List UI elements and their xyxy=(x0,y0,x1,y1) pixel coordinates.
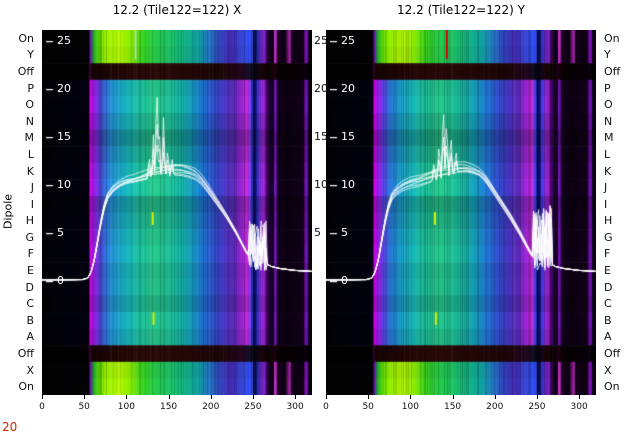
y-tick-gutter: 10 xyxy=(314,178,328,191)
row-label-left-a: A xyxy=(26,330,34,344)
row-label-left-on: On xyxy=(18,31,34,45)
row-label-left-b: B xyxy=(26,313,34,327)
row-label-right-d: D xyxy=(604,280,613,294)
row-label-right-f: F xyxy=(604,247,611,261)
y-tick-gutter: 25 xyxy=(314,34,328,47)
y-tick-inside: 10 xyxy=(57,178,71,191)
y-tick-inside: 15 xyxy=(341,130,355,143)
row-label-left-y: Y xyxy=(27,48,34,62)
x-tick-mark xyxy=(84,395,86,399)
heatmap-panel-y xyxy=(326,30,596,395)
row-label-right-off: Off xyxy=(604,347,621,361)
row-label-right-o: O xyxy=(604,98,613,112)
x-tick-label: 200 xyxy=(202,402,220,412)
row-label-left-k: K xyxy=(26,164,34,178)
row-label-right-e: E xyxy=(604,264,611,278)
row-label-left-x: X xyxy=(26,363,34,377)
x-tick-mark xyxy=(42,395,43,399)
x-tick-mark xyxy=(295,395,297,399)
x-tick-mark xyxy=(494,395,496,399)
x-tick-mark xyxy=(210,395,212,399)
y-tick-inside: 15 xyxy=(57,130,71,143)
row-label-left-off: Off xyxy=(17,64,34,78)
heatmap-panel-x xyxy=(42,30,312,395)
row-label-right-i: I xyxy=(604,197,608,211)
row-label-right-m: M xyxy=(604,131,614,145)
y-tick-inside: 25 xyxy=(341,34,355,47)
x-tick-label: 300 xyxy=(286,402,304,412)
row-label-left-m: M xyxy=(24,131,35,145)
row-label-right-x: X xyxy=(604,363,612,377)
row-label-left-i: I xyxy=(30,197,34,211)
panel-title-x: 12.2 (Tile122=122) X xyxy=(112,3,242,17)
row-label-left-l: L xyxy=(27,147,34,161)
row-label-left-f: F xyxy=(27,247,34,261)
row-label-right-p: P xyxy=(604,81,611,95)
x-tick-mark xyxy=(536,395,538,399)
row-label-right-h: H xyxy=(604,214,613,228)
row-label-left-d: D xyxy=(25,280,34,294)
row-label-left-off: Off xyxy=(17,347,34,361)
row-label-right-c: C xyxy=(604,297,612,311)
row-label-right-n: N xyxy=(604,114,613,128)
row-label-right-j: J xyxy=(604,181,608,195)
x-tick-label: 0 xyxy=(39,402,45,412)
x-tick-label: 50 xyxy=(362,402,374,412)
x-tick-label: 250 xyxy=(528,402,546,412)
row-label-left-j: J xyxy=(30,181,34,195)
x-tick-mark xyxy=(252,395,254,399)
y-tick-inside: 20 xyxy=(341,82,355,95)
corner-count: 20 xyxy=(2,420,18,434)
x-tick-label: 100 xyxy=(401,402,419,412)
row-label-left-e: E xyxy=(27,264,34,278)
x-tick-mark xyxy=(579,395,581,399)
panel-title-y: 12.2 (Tile122=122) Y xyxy=(397,3,525,17)
y-tick-gutter: 15 xyxy=(314,130,328,143)
x-tick-label: 150 xyxy=(443,402,462,412)
y-tick-inside: 10 xyxy=(341,178,355,191)
x-tick-mark xyxy=(410,395,412,399)
y-tick-gutter: 5 xyxy=(314,226,321,239)
x-tick-label: 0 xyxy=(323,402,329,412)
row-label-right-g: G xyxy=(604,230,613,244)
x-tick-label: 200 xyxy=(486,402,504,412)
row-label-right-on: On xyxy=(604,380,620,394)
row-label-right-l: L xyxy=(604,147,611,161)
row-label-right-b: B xyxy=(604,313,612,327)
row-label-right-on: On xyxy=(604,31,620,45)
x-tick-mark xyxy=(368,395,370,399)
x-tick-mark xyxy=(168,395,170,399)
row-label-left-h: H xyxy=(25,214,34,228)
x-tick-mark xyxy=(126,395,128,399)
row-label-left-g: G xyxy=(25,230,34,244)
row-label-right-a: A xyxy=(604,330,612,344)
y-tick-inside: 25 xyxy=(57,34,71,47)
x-tick-label: 100 xyxy=(117,402,135,412)
y-tick-inside: 5 xyxy=(341,226,348,239)
x-tick-mark xyxy=(326,395,327,399)
row-label-left-p: P xyxy=(27,81,34,95)
row-label-left-c: C xyxy=(26,297,34,311)
y-tick-inside: 20 xyxy=(57,82,71,95)
y-tick-inside: 0 xyxy=(341,274,348,287)
x-tick-label: 50 xyxy=(78,402,90,412)
row-label-right-off: Off xyxy=(604,64,621,78)
row-label-right-y: Y xyxy=(604,48,611,62)
row-label-left-on: On xyxy=(18,380,34,394)
row-label-left-o: O xyxy=(25,98,34,112)
x-tick-mark xyxy=(452,395,454,399)
x-tick-label: 150 xyxy=(159,402,178,412)
x-tick-label: 300 xyxy=(570,402,588,412)
y-tick-gutter: 20 xyxy=(314,82,328,95)
y-tick-inside: 5 xyxy=(57,226,64,239)
row-label-right-k: K xyxy=(604,164,612,178)
row-label-left-n: N xyxy=(25,114,34,128)
x-tick-label: 250 xyxy=(244,402,262,412)
y-tick-inside: 0 xyxy=(57,274,64,287)
